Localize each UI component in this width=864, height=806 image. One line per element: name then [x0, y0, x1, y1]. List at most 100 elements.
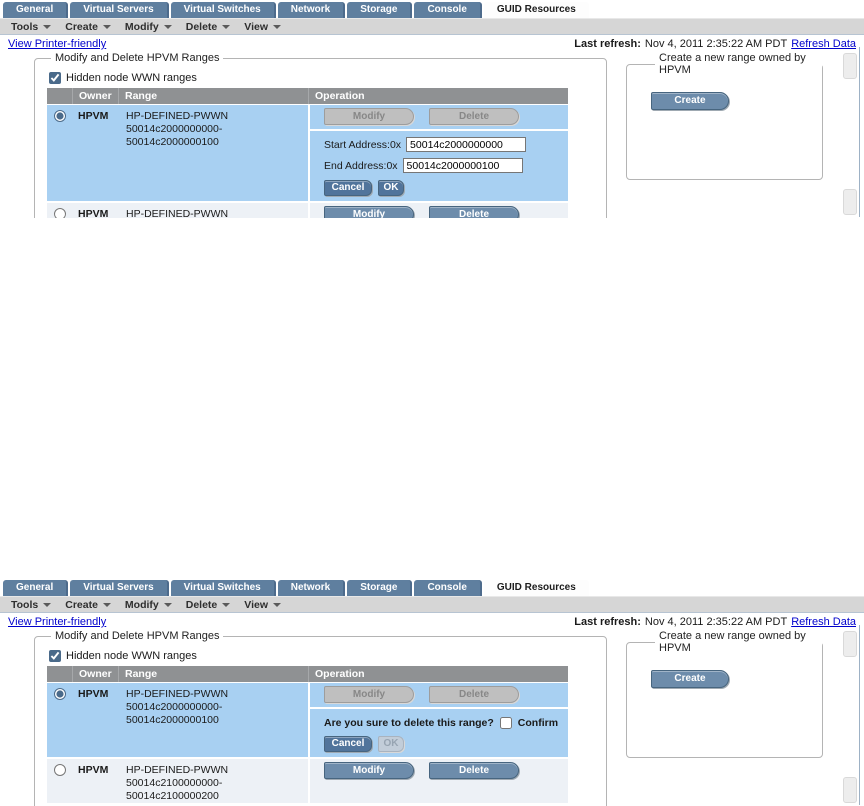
modify-button[interactable]: Modify	[324, 762, 414, 779]
header-owner: Owner	[72, 666, 118, 682]
menu-view-label: View	[244, 20, 269, 33]
guid-resources-screen-modify: General Virtual Servers Virtual Switches…	[0, 0, 864, 218]
menu-delete[interactable]: Delete	[182, 21, 241, 33]
tab-network[interactable]: Network	[277, 580, 346, 596]
create-button[interactable]: Create	[651, 670, 729, 688]
range-cell: HP-DEFINED-PWWN 50014c2100000000-50014c2…	[118, 759, 308, 803]
modify-delete-ranges-fieldset: Modify and Delete HPVM Ranges Hidden nod…	[34, 52, 607, 218]
tab-bar: General Virtual Servers Virtual Switches…	[0, 0, 864, 18]
header-select-cell	[47, 666, 72, 682]
tab-storage[interactable]: Storage	[347, 2, 413, 18]
tab-virtual-switches[interactable]: Virtual Switches	[170, 580, 276, 596]
chevron-down-icon	[222, 602, 231, 607]
range-select-radio[interactable]	[53, 110, 66, 122]
range-select-radio[interactable]	[53, 764, 66, 776]
end-address-input[interactable]	[402, 158, 523, 173]
menu-delete-label: Delete	[185, 598, 218, 611]
menu-view[interactable]: View	[240, 21, 291, 33]
operation-buttons: Modify Delete	[310, 105, 568, 131]
refresh-data-link[interactable]: Refresh Data	[791, 616, 856, 628]
scrollbar-up-button[interactable]	[843, 631, 857, 657]
menu-create[interactable]: Create	[61, 21, 121, 33]
menu-tools[interactable]: Tools	[7, 599, 61, 611]
menu-delete[interactable]: Delete	[182, 599, 241, 611]
range-cell: HP-DEFINED-PWWN 50014c2000000000-50014c2…	[118, 683, 308, 757]
range-select-radio[interactable]	[53, 688, 66, 700]
chevron-down-icon	[43, 602, 52, 607]
modify-button: Modify	[324, 686, 414, 703]
header-range: Range	[118, 666, 308, 682]
tab-console[interactable]: Console	[414, 580, 482, 596]
start-address-input[interactable]	[406, 137, 527, 152]
menu-modify[interactable]: Modify	[121, 21, 182, 33]
last-refresh-value: Nov 4, 2011 2:35:22 AM PDT	[644, 616, 788, 628]
last-refresh-label: Last refresh:	[574, 38, 641, 50]
cancel-button[interactable]: Cancel	[324, 736, 372, 752]
menu-modify-label: Modify	[124, 598, 159, 611]
menu-tools-label: Tools	[11, 20, 39, 33]
chevron-down-icon	[163, 602, 172, 607]
tab-general[interactable]: General	[3, 2, 69, 18]
owner-cell: HPVM	[78, 688, 109, 700]
table-header: Owner Range Operation	[47, 666, 568, 682]
menu-view[interactable]: View	[240, 599, 291, 611]
range-select-radio[interactable]	[53, 208, 66, 218]
header-owner: Owner	[72, 88, 118, 104]
end-address-row: End Address:0x	[324, 158, 568, 173]
menu-modify-label: Modify	[124, 20, 159, 33]
tab-guid-resources[interactable]: GUID Resources	[483, 580, 589, 596]
hidden-node-wwn-checkbox[interactable]	[49, 650, 61, 662]
create-range-legend: Create a new range owned by HPVM	[659, 52, 806, 76]
tab-virtual-servers[interactable]: Virtual Servers	[70, 580, 169, 596]
menu-delete-label: Delete	[185, 20, 218, 33]
tab-virtual-servers[interactable]: Virtual Servers	[70, 2, 169, 18]
hidden-node-wwn-label: Hidden node WWN ranges	[66, 72, 197, 84]
ok-button[interactable]: OK	[378, 180, 404, 196]
header-operation: Operation	[308, 666, 568, 682]
cancel-button[interactable]: Cancel	[324, 180, 372, 196]
range-cell: HP-DEFINED-PWWN 50014c2000000000-50014c2…	[118, 105, 308, 201]
operation-buttons: Modify Delete	[310, 203, 568, 218]
create-range-legend: Create a new range owned by HPVM	[659, 630, 806, 654]
ranges-legend: Modify and Delete HPVM Ranges	[55, 630, 220, 642]
table-row: HPVM HP-DEFINED-PWWN 50014c2000000000-50…	[47, 104, 568, 201]
printer-friendly-link[interactable]: View Printer-friendly	[8, 38, 107, 50]
range-type: HP-DEFINED-PWWN	[126, 688, 229, 700]
last-refresh-area: Last refresh: Nov 4, 2011 2:35:22 AM PDT…	[574, 616, 856, 628]
range-type: HP-DEFINED-PWWN	[126, 110, 229, 122]
end-address-label: End Address:0x	[324, 159, 398, 172]
table-row: HPVM HP-DEFINED-PWWN 50014c2100000000-50…	[47, 759, 568, 803]
delete-button[interactable]: Delete	[429, 762, 519, 779]
tab-general[interactable]: General	[3, 580, 69, 596]
tab-storage[interactable]: Storage	[347, 580, 413, 596]
menu-tools[interactable]: Tools	[7, 21, 61, 33]
scrollbar-down-button[interactable]	[843, 777, 857, 803]
menu-create-label: Create	[65, 598, 98, 611]
refresh-data-link[interactable]: Refresh Data	[791, 38, 856, 50]
confirm-checkbox[interactable]	[499, 717, 512, 729]
page-content: View Printer-friendly Last refresh: Nov …	[0, 612, 864, 806]
hidden-node-wwn-checkbox[interactable]	[49, 72, 61, 84]
tab-network[interactable]: Network	[277, 2, 346, 18]
ranges-table: Owner Range Operation HPVM HP-DEFINED-PW…	[47, 88, 568, 218]
table-row: HPVM HP-DEFINED-PWWN 50014c2000000000-50…	[47, 682, 568, 757]
scrollbar-up-button[interactable]	[843, 53, 857, 79]
create-range-fieldset: Create a new range owned by HPVM Create	[626, 630, 823, 758]
tab-guid-resources[interactable]: GUID Resources	[483, 2, 589, 18]
info-row: View Printer-friendly Last refresh: Nov …	[0, 613, 864, 630]
create-button[interactable]: Create	[651, 92, 729, 110]
range-cell: HP-DEFINED-PWWN 50014c2100000000-50014c2…	[118, 203, 308, 218]
scrollbar-down-button[interactable]	[843, 189, 857, 215]
printer-friendly-link[interactable]: View Printer-friendly	[8, 616, 107, 628]
menu-modify[interactable]: Modify	[121, 599, 182, 611]
delete-button[interactable]: Delete	[429, 206, 519, 218]
range-span: 50014c2100000000-50014c2100000200	[126, 777, 223, 802]
delete-confirm-question: Are you sure to delete this range?	[324, 717, 494, 729]
range-type: HP-DEFINED-PWWN	[126, 764, 229, 776]
menu-create[interactable]: Create	[61, 599, 121, 611]
chevron-down-icon	[273, 602, 282, 607]
tab-virtual-switches[interactable]: Virtual Switches	[170, 2, 276, 18]
tab-console[interactable]: Console	[414, 2, 482, 18]
modify-button[interactable]: Modify	[324, 206, 414, 218]
menu-bar: Tools Create Modify Delete View	[0, 18, 864, 34]
